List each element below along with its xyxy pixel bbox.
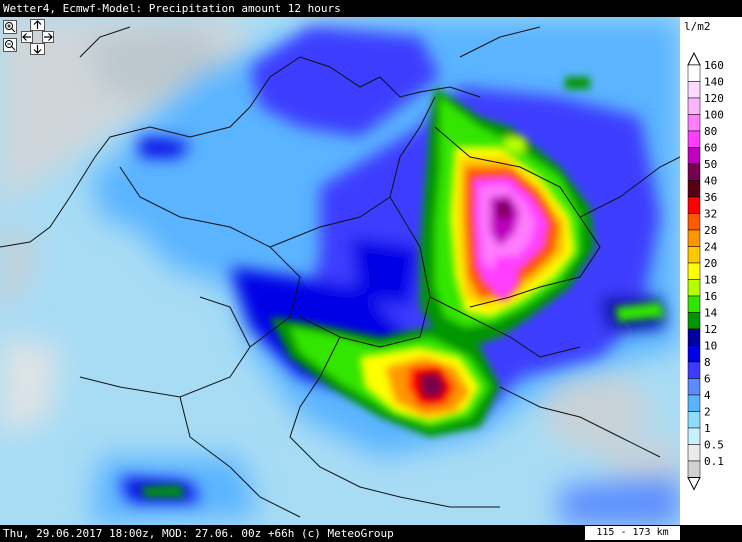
legend-label: 28 [704, 224, 717, 237]
legend-label: 1 [704, 422, 711, 435]
legend-swatch [687, 361, 701, 379]
legend-label: 4 [704, 389, 711, 402]
legend-swatch [687, 64, 701, 82]
legend-label: 16 [704, 290, 717, 303]
borders [0, 26, 680, 518]
legend-swatch [687, 295, 701, 313]
legend-bottom-arrow [687, 477, 701, 491]
legend-swatch [687, 130, 701, 148]
forecast-info: Thu, 29.06.2017 18:00z, MOD: 27.06. 00z … [3, 527, 394, 540]
zoom-in-icon[interactable] [3, 20, 17, 34]
legend-swatch [687, 345, 701, 363]
legend-swatch [687, 262, 701, 280]
legend-label: 2 [704, 406, 711, 419]
legend-swatch [687, 97, 701, 115]
legend-swatch [687, 279, 701, 297]
pan-down-icon[interactable] [30, 43, 45, 55]
legend-label: 18 [704, 274, 717, 287]
legend-swatch [687, 229, 701, 247]
legend-label: 80 [704, 125, 717, 138]
legend-label: 140 [704, 76, 724, 89]
extreme-rain-core [420, 175, 550, 399]
legend-swatch [687, 394, 701, 412]
legend-label: 12 [704, 323, 717, 336]
legend-label: 120 [704, 92, 724, 105]
legend-swatch [687, 163, 701, 181]
pan-right-icon[interactable] [42, 31, 54, 43]
legend-swatch [687, 328, 701, 346]
legend-swatch [687, 460, 701, 478]
legend-swatch [687, 114, 701, 132]
legend-label: 100 [704, 109, 724, 122]
map-scale: 115 - 173 km [585, 526, 680, 540]
title-bar: Wetter4, Ecmwf-Model: Precipitation amou… [0, 0, 742, 17]
legend-label: 40 [704, 175, 717, 188]
legend-swatch [687, 444, 701, 462]
legend-swatch [687, 213, 701, 231]
legend-swatch [687, 427, 701, 445]
legend-scale: 1601401201008060504036322824201816141210… [687, 51, 724, 491]
footer-bar: Thu, 29.06.2017 18:00z, MOD: 27.06. 00z … [0, 525, 742, 542]
legend-label: 0.5 [704, 439, 724, 452]
legend-top-arrow [687, 51, 701, 66]
legend-swatch [687, 411, 701, 429]
legend-label: 6 [704, 373, 711, 386]
legend-swatch [687, 81, 701, 99]
legend-label: 20 [704, 257, 717, 270]
legend-swatch [687, 246, 701, 264]
legend-swatch [687, 180, 701, 198]
legend-panel: 160 140 120 100 80 60 50 40 36 32 28 24 20 18 16 14 12 10… [680, 17, 742, 525]
legend-unit: l/m2 [684, 20, 711, 33]
legend-swatch [687, 196, 701, 214]
map-title: Wetter4, Ecmwf-Model: Precipitation amou… [3, 2, 341, 15]
legend-label: 32 [704, 208, 717, 221]
precipitation-map[interactable] [0, 17, 680, 525]
zoom-out-icon[interactable] [3, 38, 17, 52]
legend-label: 50 [704, 158, 717, 171]
legend-swatch [687, 378, 701, 396]
legend-label: 0.1 [704, 455, 724, 468]
pan-up-icon[interactable] [30, 19, 45, 31]
legend-label: 24 [704, 241, 718, 254]
pan-left-icon[interactable] [21, 31, 33, 43]
legend-label: 10 [704, 340, 717, 353]
legend-swatch [687, 312, 701, 330]
legend-label: 60 [704, 142, 717, 155]
legend-label: 8 [704, 356, 711, 369]
legend-label: 36 [704, 191, 717, 204]
legend-swatch [687, 147, 701, 165]
legend-label: 160 [704, 59, 724, 72]
legend-label: 14 [704, 307, 718, 320]
